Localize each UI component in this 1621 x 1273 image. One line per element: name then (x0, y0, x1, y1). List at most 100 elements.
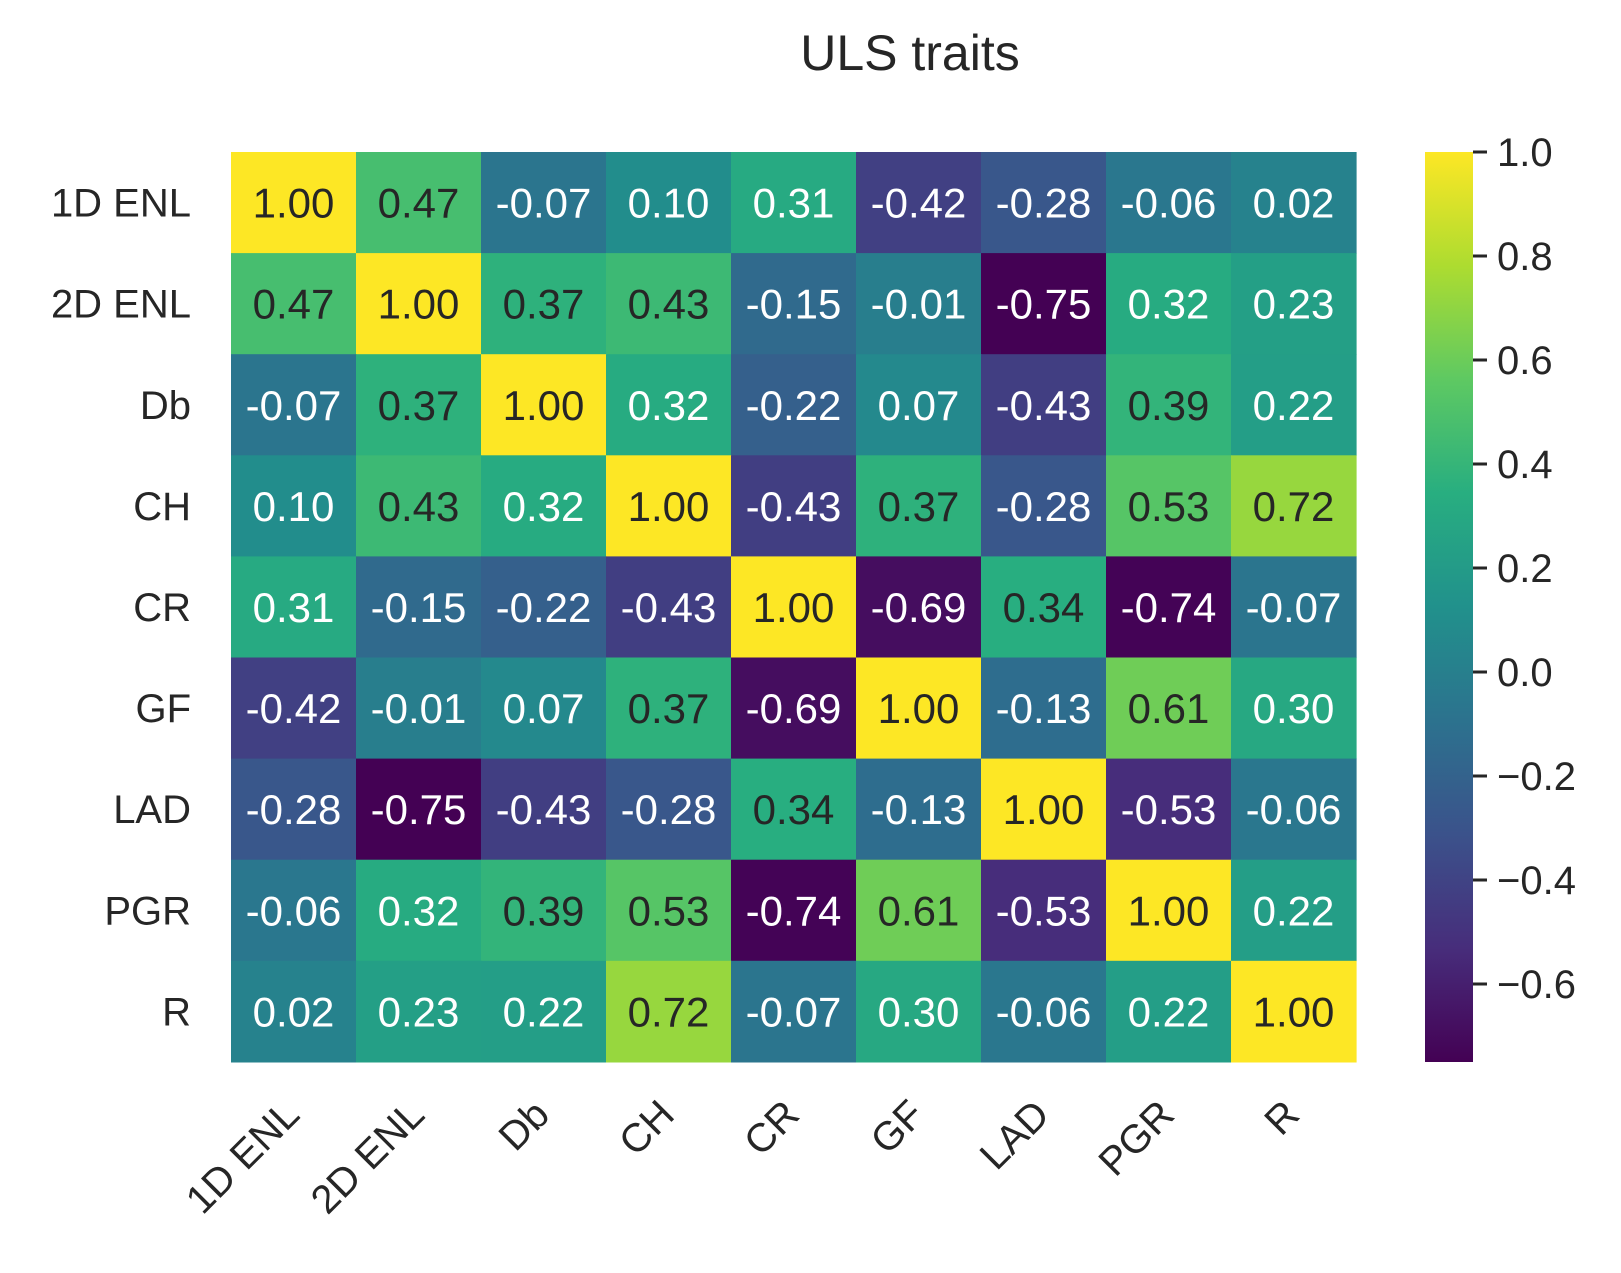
heatmap-cell (356, 556, 482, 659)
heatmap-cell (481, 758, 607, 861)
heatmap-cell (1106, 758, 1232, 861)
heatmap-cell (1231, 253, 1357, 355)
heatmap-cell (856, 960, 982, 1063)
colorbar-tick-label: 0.0 (1497, 651, 1553, 695)
heatmap-cell (731, 859, 857, 962)
heatmap-cell (231, 758, 357, 861)
x-tick-label: R (1256, 1092, 1308, 1144)
cell-value-label: 0.30 (1253, 685, 1335, 732)
cell-value-label: -0.28 (621, 786, 717, 833)
colorbar-tick-label: 1.0 (1497, 131, 1553, 175)
cell-value-label: 0.39 (503, 887, 585, 934)
cell-value-label: 0.31 (753, 180, 835, 227)
cell-value-label: -0.01 (371, 685, 467, 732)
cell-annotations: 1.00 0.47 -0.07 0.10 0.31 -0.42 -0.28 -0.06 0.02… (246, 180, 1342, 1036)
heatmap-cell (481, 152, 607, 254)
cell-value-label: -0.13 (871, 786, 967, 833)
heatmap-cell (606, 354, 732, 456)
cell-value-label: -0.06 (1121, 180, 1217, 227)
cell-value-label: 1.00 (628, 483, 710, 530)
heatmap-cell (231, 152, 357, 254)
cell-value-label: 0.34 (1003, 584, 1085, 631)
cell-value-label: 0.32 (503, 483, 585, 530)
heatmap-cell (1231, 152, 1357, 254)
cell-value-label: -0.01 (871, 281, 967, 328)
heatmap-cell (231, 960, 357, 1063)
x-tick-label: LAD (972, 1092, 1058, 1178)
cell-value-label: 0.22 (1128, 988, 1210, 1035)
cell-value-label: -0.69 (746, 685, 842, 732)
heatmap-cell (1231, 758, 1357, 861)
cell-value-label: -0.07 (1246, 584, 1342, 631)
colorbar-gradient (1425, 152, 1473, 1062)
cell-value-label: -0.75 (371, 786, 467, 833)
cell-value-label: -0.53 (996, 887, 1092, 934)
cell-value-label: -0.06 (1246, 786, 1342, 833)
heatmap-cell (1231, 354, 1357, 456)
x-tick-label: PGR (1090, 1092, 1182, 1184)
heatmap-cell (856, 253, 982, 355)
heatmap-cell (981, 960, 1107, 1063)
cell-value-label: 0.32 (378, 887, 460, 934)
heatmap-cell (231, 657, 357, 760)
x-tick-label: 2D ENL (303, 1092, 433, 1222)
heatmap-cell (481, 859, 607, 962)
cell-value-label: -0.75 (996, 281, 1092, 328)
heatmap-cell (481, 556, 607, 659)
colorbar-tick-label: −0.6 (1497, 963, 1576, 1007)
cell-value-label: 1.00 (1128, 887, 1210, 934)
cell-value-label: -0.06 (996, 988, 1092, 1035)
heatmap-cell (856, 152, 982, 254)
x-tick-label: 1D ENL (178, 1092, 308, 1222)
heatmap-cell (356, 657, 482, 760)
heatmap-cell (231, 455, 357, 557)
heatmap-cell (981, 859, 1107, 962)
cell-value-label: 1.00 (878, 685, 960, 732)
y-axis-tick-labels: 1D ENL 2D ENL Db CH CR GF LAD PGR R (51, 182, 191, 1035)
cell-value-label: -0.13 (996, 685, 1092, 732)
colorbar-ticks: 1.0 0.8 0.6 0.4 0.2 0.0 −0.2 −0.4 −0.6 (1473, 131, 1576, 1007)
heatmap-cell (356, 253, 482, 355)
cell-value-label: -0.43 (996, 382, 1092, 429)
heatmap-cell (1106, 556, 1232, 659)
heatmap-cell (481, 657, 607, 760)
cell-value-label: 1.00 (1253, 988, 1335, 1035)
y-tick-label: 2D ENL (51, 283, 191, 327)
heatmap-cell (981, 253, 1107, 355)
cell-value-label: 0.43 (378, 483, 460, 530)
cell-value-label: -0.42 (246, 685, 342, 732)
cell-value-label: -0.07 (246, 382, 342, 429)
heatmap-cell (981, 556, 1107, 659)
heatmap-cell (231, 354, 357, 456)
heatmap-cell (481, 960, 607, 1063)
heatmap-cell (731, 657, 857, 760)
heatmap-cell (356, 455, 482, 557)
heatmap-cell (481, 253, 607, 355)
heatmap-cell (1106, 455, 1232, 557)
heatmap-cell (981, 354, 1107, 456)
heatmap-cell (1106, 354, 1232, 456)
cell-value-label: 0.61 (878, 887, 960, 934)
heatmap-cell (981, 152, 1107, 254)
heatmap-cell (731, 556, 857, 659)
cell-value-label: 0.23 (1253, 281, 1335, 328)
heatmap-cell (1106, 657, 1232, 760)
heatmap-cell (231, 253, 357, 355)
y-tick-label: LAD (113, 788, 191, 832)
cell-value-label: 0.22 (503, 988, 585, 1035)
cell-value-label: 0.31 (253, 584, 335, 631)
cell-value-label: 0.72 (628, 988, 710, 1035)
heatmap-cell (856, 556, 982, 659)
cell-value-label: 0.72 (1253, 483, 1335, 530)
y-tick-label: 1D ENL (51, 182, 191, 226)
heatmap-cell (1106, 859, 1232, 962)
cell-value-label: 1.00 (253, 180, 335, 227)
cell-value-label: 0.53 (628, 887, 710, 934)
cell-value-label: -0.74 (1121, 584, 1217, 631)
heatmap-cell (606, 758, 732, 861)
cell-value-label: 0.23 (378, 988, 460, 1035)
y-tick-label: CR (133, 586, 191, 630)
heatmap-cell (606, 455, 732, 557)
heatmap-cell (606, 556, 732, 659)
